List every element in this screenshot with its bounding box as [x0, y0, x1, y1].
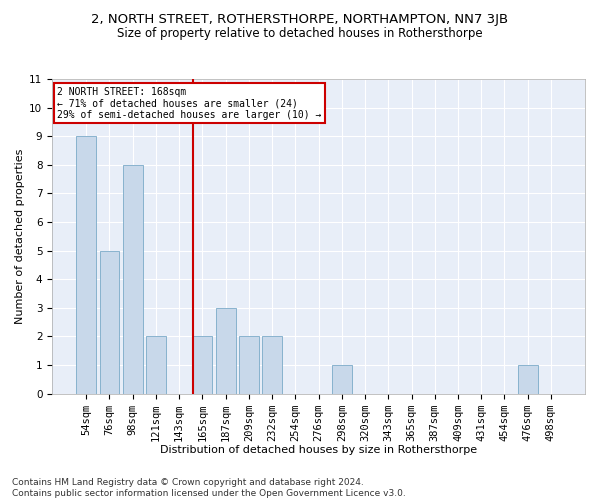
Bar	[262, 336, 282, 394]
Bar	[332, 365, 352, 394]
Bar	[146, 336, 166, 394]
Bar	[100, 250, 119, 394]
Text: 2, NORTH STREET, ROTHERSTHORPE, NORTHAMPTON, NN7 3JB: 2, NORTH STREET, ROTHERSTHORPE, NORTHAMP…	[91, 12, 509, 26]
Bar	[193, 336, 212, 394]
Text: 2 NORTH STREET: 168sqm
← 71% of detached houses are smaller (24)
29% of semi-det: 2 NORTH STREET: 168sqm ← 71% of detached…	[58, 87, 322, 120]
Text: Contains HM Land Registry data © Crown copyright and database right 2024.
Contai: Contains HM Land Registry data © Crown c…	[12, 478, 406, 498]
X-axis label: Distribution of detached houses by size in Rothersthorpe: Distribution of detached houses by size …	[160, 445, 477, 455]
Bar	[123, 165, 143, 394]
Text: Size of property relative to detached houses in Rothersthorpe: Size of property relative to detached ho…	[117, 28, 483, 40]
Bar	[76, 136, 96, 394]
Bar	[216, 308, 236, 394]
Y-axis label: Number of detached properties: Number of detached properties	[15, 148, 25, 324]
Bar	[239, 336, 259, 394]
Bar	[518, 365, 538, 394]
